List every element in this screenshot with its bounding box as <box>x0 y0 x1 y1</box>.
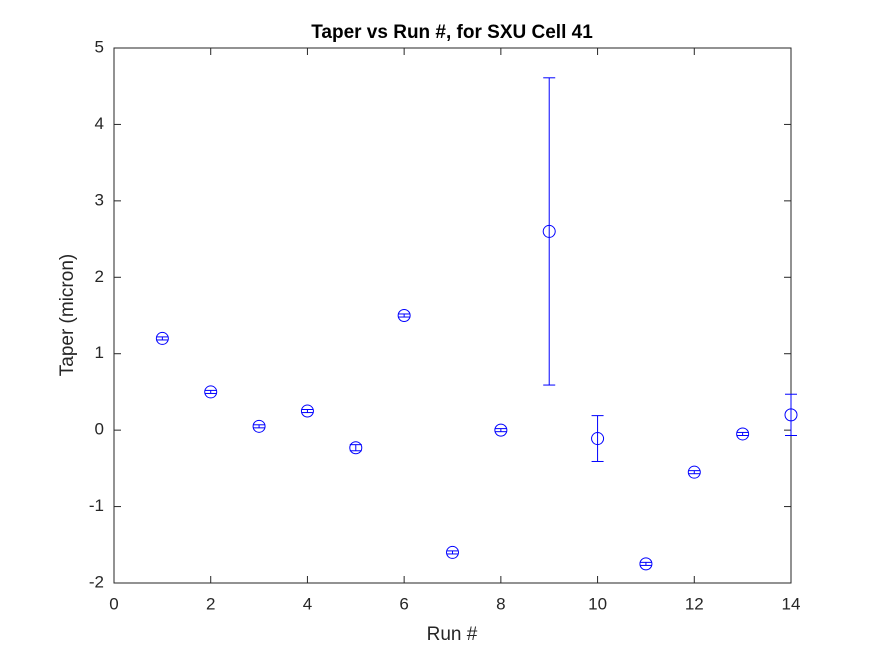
y-tick-label: 3 <box>95 190 104 209</box>
x-tick-label: 10 <box>588 594 607 613</box>
data-point <box>542 224 556 238</box>
data-point <box>349 441 363 455</box>
data-point <box>300 404 314 418</box>
y-tick-label: 4 <box>95 114 104 133</box>
plot-area <box>113 47 792 584</box>
x-axis-label: Run # <box>427 624 478 645</box>
x-tick-label: 8 <box>496 594 505 613</box>
y-tick-label: -2 <box>89 572 104 591</box>
y-tick-label: 5 <box>95 37 104 56</box>
y-tick-label: 2 <box>95 267 104 286</box>
data-point <box>252 419 266 433</box>
y-axis-label: Taper (micron) <box>57 254 78 376</box>
x-tick-label: 4 <box>303 594 312 613</box>
data-point <box>784 408 798 422</box>
y-tick-label: -1 <box>89 496 104 515</box>
data-point <box>204 385 218 399</box>
data-point <box>639 557 653 571</box>
x-tick-label: 12 <box>685 594 704 613</box>
chart-title: Taper vs Run #, for SXU Cell 41 <box>311 22 593 43</box>
x-tick-label: 6 <box>399 594 408 613</box>
data-point <box>687 465 701 479</box>
y-tick-label: 1 <box>95 343 104 362</box>
x-tick-label: 14 <box>782 594 801 613</box>
data-point <box>446 545 459 559</box>
data-point <box>591 432 605 446</box>
data-point <box>397 309 411 322</box>
data-point <box>155 331 169 345</box>
y-tick-label: 0 <box>95 420 104 439</box>
x-tick-label: 0 <box>109 594 118 613</box>
data-point <box>494 423 508 437</box>
x-tick-label: 2 <box>206 594 215 613</box>
data-point <box>736 427 750 441</box>
